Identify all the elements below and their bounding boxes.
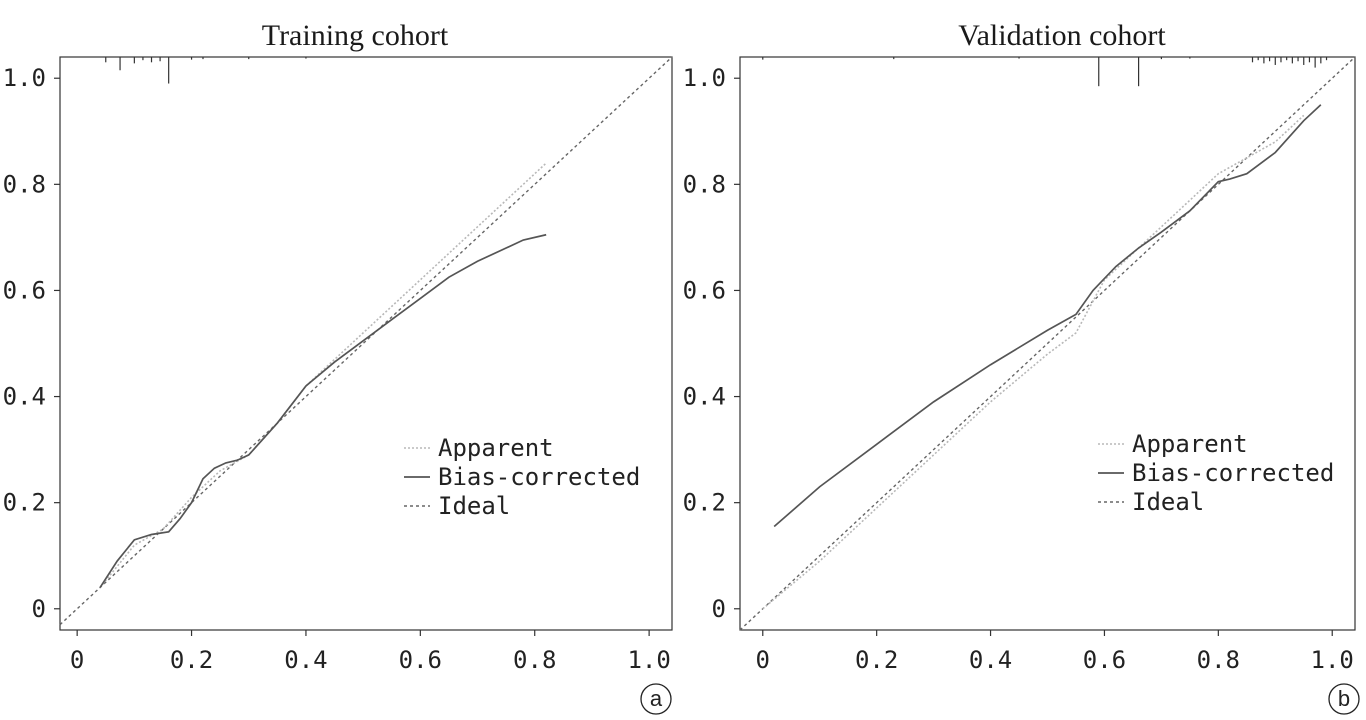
x-tick-label: 0.4 — [284, 646, 327, 674]
x-tick-label: 0 — [756, 646, 770, 674]
panel-label-circle — [640, 683, 672, 715]
y-tick-label: 0.4 — [683, 383, 726, 411]
chart-title: Validation cohort — [958, 19, 1166, 52]
legend-label: Apparent — [1132, 430, 1248, 458]
series-bias-corrected-line — [773, 104, 1322, 528]
panel-label: b — [1338, 686, 1350, 711]
x-tick-label: 0.6 — [1083, 646, 1126, 674]
chart-title: Training cohort — [262, 19, 449, 52]
legend-label: Bias-corrected — [1132, 459, 1334, 487]
legend-label: Bias-corrected — [438, 463, 640, 491]
series-ideal-line — [59, 56, 673, 626]
series-ideal-line — [739, 56, 1356, 631]
x-tick-label: 0 — [70, 646, 84, 674]
y-tick-label: 0.8 — [3, 170, 46, 198]
legend-label: Apparent — [438, 434, 554, 462]
y-tick-label: 0.4 — [3, 383, 46, 411]
x-tick-label: 0.8 — [1197, 646, 1240, 674]
plot-frame — [59, 56, 673, 631]
y-tick-label: 0.6 — [683, 276, 726, 304]
panel-b: Validation cohort 0 0.2 0.4 0.6 0.8 1.0 0 0.2 0.4… — [683, 19, 1360, 715]
panel-a: Training cohort 0 0.2 0.4 0.6 0.8 1.0 0 0.2 0.4 0.… — [3, 19, 673, 715]
x-tick-label: 1.0 — [1311, 646, 1354, 674]
y-tick-label: 1.0 — [3, 64, 46, 92]
x-tick-label: 0.2 — [170, 646, 213, 674]
y-tick-label: 0 — [32, 595, 46, 623]
y-tick-label: 1.0 — [683, 64, 726, 92]
legend-label: Ideal — [438, 492, 510, 520]
legend-label: Ideal — [1132, 488, 1204, 516]
x-tick-label: 0.6 — [399, 646, 442, 674]
series-apparent-line — [762, 114, 1305, 610]
y-tick-label: 0.2 — [683, 489, 726, 517]
panel-label: a — [650, 686, 663, 711]
y-tick-label: 0 — [712, 595, 726, 623]
series-bias-corrected-line — [99, 233, 547, 589]
y-tick-label: 0.6 — [3, 276, 46, 304]
x-tick-label: 0.4 — [969, 646, 1012, 674]
y-tick-label: 0.2 — [3, 489, 46, 517]
x-tick-label: 0.2 — [855, 646, 898, 674]
x-tick-label: 0.8 — [513, 646, 556, 674]
panel-label-circle — [1328, 683, 1360, 715]
plot-frame — [739, 56, 1356, 631]
series-apparent-line — [99, 162, 547, 589]
x-tick-label: 1.0 — [627, 646, 670, 674]
y-tick-label: 0.8 — [683, 170, 726, 198]
